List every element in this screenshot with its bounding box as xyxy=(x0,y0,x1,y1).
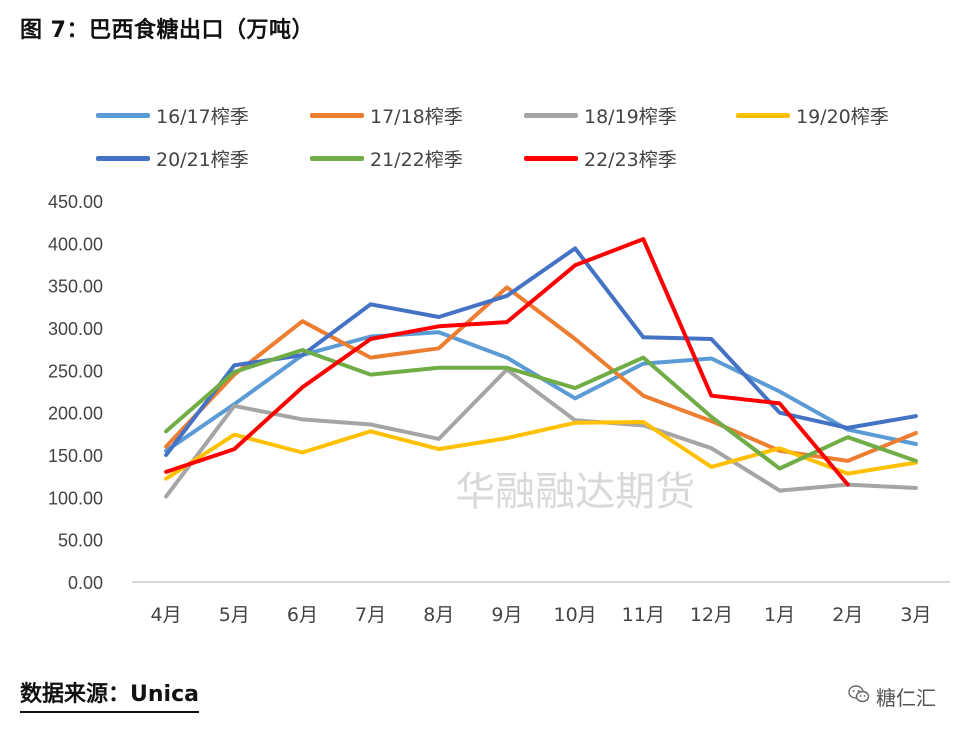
legend-swatch xyxy=(310,112,364,118)
x-tick-label: 9月 xyxy=(491,604,522,626)
series-line-20-21-- xyxy=(164,246,918,457)
legend-item: 16/17榨季 xyxy=(96,100,249,130)
legend-item: 20/21榨季 xyxy=(96,143,249,173)
legend-label: 16/17榨季 xyxy=(156,105,249,128)
y-tick-label: 150.00 xyxy=(48,446,103,466)
legend-swatch xyxy=(524,155,578,161)
legend-item: 19/20榨季 xyxy=(736,100,889,130)
x-tick-label: 7月 xyxy=(355,604,386,626)
legend-label: 22/23榨季 xyxy=(584,148,677,171)
y-tick-label: 350.00 xyxy=(48,277,103,297)
y-tick-label: 0.00 xyxy=(68,573,103,593)
legend-item: 22/23榨季 xyxy=(524,143,677,173)
legend-swatch xyxy=(96,155,150,161)
x-tick-label: 2月 xyxy=(832,604,863,626)
legend-swatch xyxy=(736,112,790,118)
legend-swatch xyxy=(310,155,364,161)
legend-label: 21/22榨季 xyxy=(370,148,463,171)
x-tick-label: 3月 xyxy=(900,604,931,626)
y-tick-label: 300.00 xyxy=(48,319,103,339)
x-tick-label: 5月 xyxy=(219,604,250,626)
legend-label: 17/18榨季 xyxy=(370,105,463,128)
y-tick-label: 400.00 xyxy=(48,234,103,254)
legend-item: 17/18榨季 xyxy=(310,100,463,130)
figure-title: 图 7：巴西食糖出口（万吨） xyxy=(20,18,314,43)
brand-badge: 糖仁汇 xyxy=(848,682,936,711)
x-tick-label: 6月 xyxy=(287,604,318,626)
series-line-21-22-- xyxy=(164,348,918,471)
legend-swatch xyxy=(96,112,150,118)
x-tick-label: 1月 xyxy=(764,604,795,626)
legend-label: 18/19榨季 xyxy=(584,105,677,128)
x-tick-label: 10月 xyxy=(553,604,596,626)
x-tick-label: 8月 xyxy=(423,604,454,626)
data-source: 数据来源：Unica xyxy=(20,676,199,713)
watermark-text: 华融融达期货 xyxy=(455,469,695,515)
legend-swatch xyxy=(524,112,578,118)
x-tick-label: 12月 xyxy=(690,604,733,626)
x-tick-label: 4月 xyxy=(151,604,182,626)
series-line-18-19-- xyxy=(164,367,918,499)
x-tick-label: 11月 xyxy=(622,604,665,626)
y-tick-label: 100.00 xyxy=(48,488,103,508)
y-tick-label: 450.00 xyxy=(48,192,103,212)
y-tick-label: 50.00 xyxy=(58,531,103,551)
y-tick-label: 200.00 xyxy=(48,404,103,424)
legend-label: 20/21榨季 xyxy=(156,148,249,171)
series-line-19-20-- xyxy=(164,420,918,481)
series-line-22-23-- xyxy=(164,237,850,487)
y-tick-label: 250.00 xyxy=(48,361,103,381)
legend-item: 21/22榨季 xyxy=(310,143,463,173)
brand-name: 糖仁汇 xyxy=(876,686,936,710)
legend-item: 18/19榨季 xyxy=(524,100,677,130)
wechat-icon xyxy=(848,684,870,709)
legend-label: 19/20榨季 xyxy=(796,105,889,128)
line-chart: 华融融达期货 0.00 50.00 100.00 150.00 200.00 250.00… xyxy=(48,192,950,626)
